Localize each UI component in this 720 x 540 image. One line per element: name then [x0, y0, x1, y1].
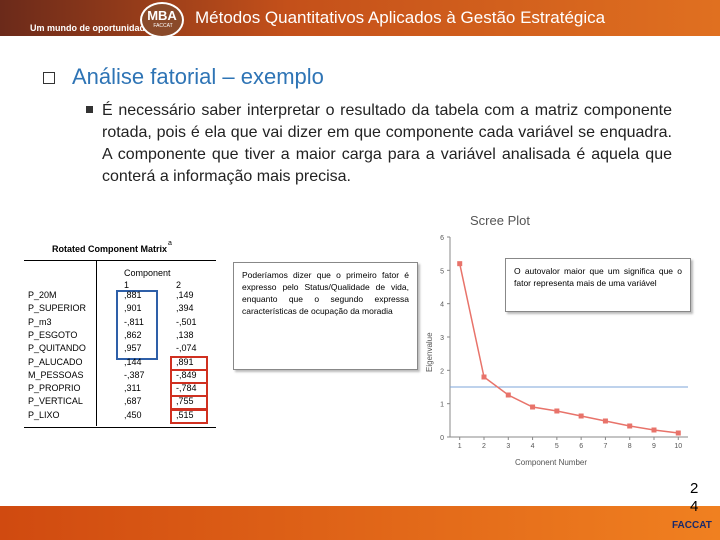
page-number: 24 — [690, 480, 699, 515]
row-label: P_ALUCADO — [28, 356, 83, 367]
point — [505, 392, 511, 398]
table-divider — [96, 260, 97, 426]
cell: ,394 — [176, 303, 194, 314]
cell: ,515 — [176, 409, 194, 420]
x-tick-label: 6 — [579, 443, 583, 450]
y-axis-label: Eigenvalue — [425, 332, 434, 372]
row-label: P_SUPERIOR — [28, 303, 87, 314]
x-tick-label: 5 — [555, 443, 559, 450]
column-header: 2 — [176, 280, 182, 290]
table: Rotated Component Matrix a Component 1 2 P_… — [24, 240, 216, 428]
x-tick-label: 8 — [628, 443, 632, 450]
row-label: P_20M — [28, 290, 57, 300]
x-tick-label: 7 — [603, 443, 607, 450]
cell: ,311 — [124, 383, 141, 394]
callout: Poderíamos dizer que o primeiro fator é … — [233, 262, 418, 370]
cell: ,138 — [176, 329, 194, 340]
cell: ,957 — [124, 343, 142, 354]
cell: ,755 — [176, 396, 194, 407]
cell: ,862 — [124, 329, 142, 340]
point — [651, 427, 657, 433]
cell: ,149 — [176, 290, 194, 300]
x-tick-label: 4 — [531, 443, 535, 450]
cell: -,849 — [176, 369, 197, 380]
cell: ,901 — [124, 303, 142, 314]
row-label: P_PROPRIO — [28, 383, 81, 394]
tagline: Um mundo de oportunidades — [30, 23, 155, 33]
cell: -,074 — [176, 343, 197, 354]
cell: ,687 — [124, 396, 142, 407]
chart-title: Scree Plot — [470, 213, 530, 228]
y-tick-label: 3 — [440, 335, 444, 342]
cell: -,501 — [176, 316, 197, 327]
bullet-icon — [86, 106, 93, 113]
heading: Análise fatorial – exemplo — [72, 64, 324, 89]
line — [458, 263, 679, 434]
point — [530, 404, 536, 410]
point — [675, 430, 681, 436]
point — [554, 408, 560, 414]
cell: -,811 — [124, 316, 144, 327]
x-tick-label: 1 — [458, 443, 462, 450]
point — [578, 413, 584, 419]
title: Métodos Quantitativos Aplicados à Gestão… — [195, 8, 606, 27]
scree-plot: Scree Plot 0 1 2 3 4 5 6 1 2 3 4 5 6 7 8 9 10 Component Nu… — [425, 213, 688, 467]
header-bar — [0, 0, 720, 36]
footer-logo: FACCAT — [672, 520, 712, 531]
point — [481, 374, 487, 380]
x-axis-label: Component Number — [515, 458, 587, 467]
x-tick-label: 9 — [652, 443, 656, 450]
cell: ,891 — [176, 356, 194, 367]
callout: O autovalor maior que um significa que o… — [505, 258, 691, 312]
row-label: P_ESGOTO — [28, 329, 78, 340]
logo-sub: FACCAT — [153, 23, 173, 29]
cell: ,881 — [124, 290, 142, 300]
row-label: M_PESSOAS — [28, 369, 84, 380]
cell: ,144 — [124, 356, 142, 367]
point — [602, 418, 608, 424]
row-label: P_QUITANDO — [28, 343, 86, 354]
y-tick-label: 2 — [440, 368, 444, 375]
heading-icon — [43, 72, 55, 84]
x-tick-label: 10 — [674, 443, 682, 450]
row-label: P_m3 — [28, 316, 52, 327]
bullet-text: É necessário saber interpretar o resulta… — [102, 102, 672, 185]
y-tick-label: 6 — [440, 235, 444, 242]
y-tick-label: 5 — [440, 268, 444, 275]
cell: -,387 — [124, 369, 145, 380]
y-tick-label: 1 — [440, 402, 444, 409]
point — [457, 261, 463, 267]
point — [627, 423, 633, 429]
row-label: P_LIXO — [28, 409, 60, 420]
footer-bar — [0, 506, 720, 540]
cell: -,784 — [176, 383, 197, 394]
x-tick-label: 2 — [482, 443, 486, 450]
table-title: Rotated Component Matrix — [52, 244, 168, 254]
cell: ,450 — [124, 409, 142, 420]
highlight — [116, 290, 158, 360]
highlight — [170, 408, 208, 424]
table-note: a — [168, 240, 172, 247]
y-tick-label: 0 — [440, 435, 444, 442]
logo: MBA — [140, 2, 184, 38]
row-label: P_VERTICAL — [28, 396, 83, 407]
group-header: Component — [124, 268, 171, 278]
x-tick-label: 3 — [506, 443, 510, 450]
table-frame — [24, 260, 216, 428]
column-header: 1 — [124, 280, 130, 290]
y-tick-label: 4 — [440, 302, 444, 309]
